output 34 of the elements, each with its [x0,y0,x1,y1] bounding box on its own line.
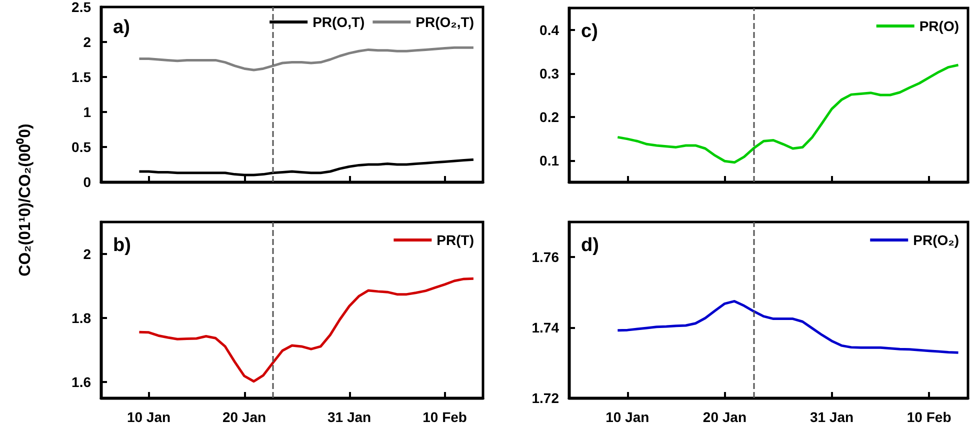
y-tick-label: 0.4 [540,22,560,38]
x-tick-label: 10 Feb [422,409,467,425]
legend-label: PR(O) [919,18,960,34]
y-tick-label: 1.76 [532,249,560,266]
y-tick-label: 1.5 [72,69,92,85]
y-tick-label: 1 [83,104,92,120]
annotation: b) [113,235,131,256]
legend-label: PR(O,T) [312,14,365,30]
x-tick-label: 31 Jan [328,409,372,425]
x-tick-label: 20 Jan [222,409,266,425]
annotation: c) [581,21,598,42]
annotation: d) [581,235,599,256]
y-axis-title: CO₂(01¹0)/CO₂(00⁰0) [15,124,35,276]
x-tick-label: 10 Feb [906,409,952,425]
annotation: a) [113,17,130,38]
x-tick-label: 10 Jan [606,409,650,425]
y-tick-label: 1.8 [72,310,92,326]
y-tick-label: 0 [83,174,92,190]
legend-label: PR(O₂,T) [416,14,474,30]
y-tick-label: 2 [83,246,92,262]
y-tick-label: 0.2 [540,108,560,125]
y-tick-label: 2.5 [72,0,92,15]
y-tick-label: 0.1 [540,152,560,168]
y-tick-label: 2 [83,34,92,50]
y-tick-label: 0.3 [540,65,560,82]
y-tick-label: 1.72 [532,390,560,406]
legend-label: PR(O₂) [913,232,960,248]
legend-label: PR(T) [436,232,474,248]
y-tick-label: 0.5 [72,139,92,155]
y-tick-label: 1.74 [532,320,560,336]
x-tick-label: 20 Jan [702,409,747,425]
x-tick-label: 31 Jan [810,409,854,425]
x-tick-label: 10 Jan [126,409,171,425]
y-tick-label: 1.6 [72,374,92,390]
